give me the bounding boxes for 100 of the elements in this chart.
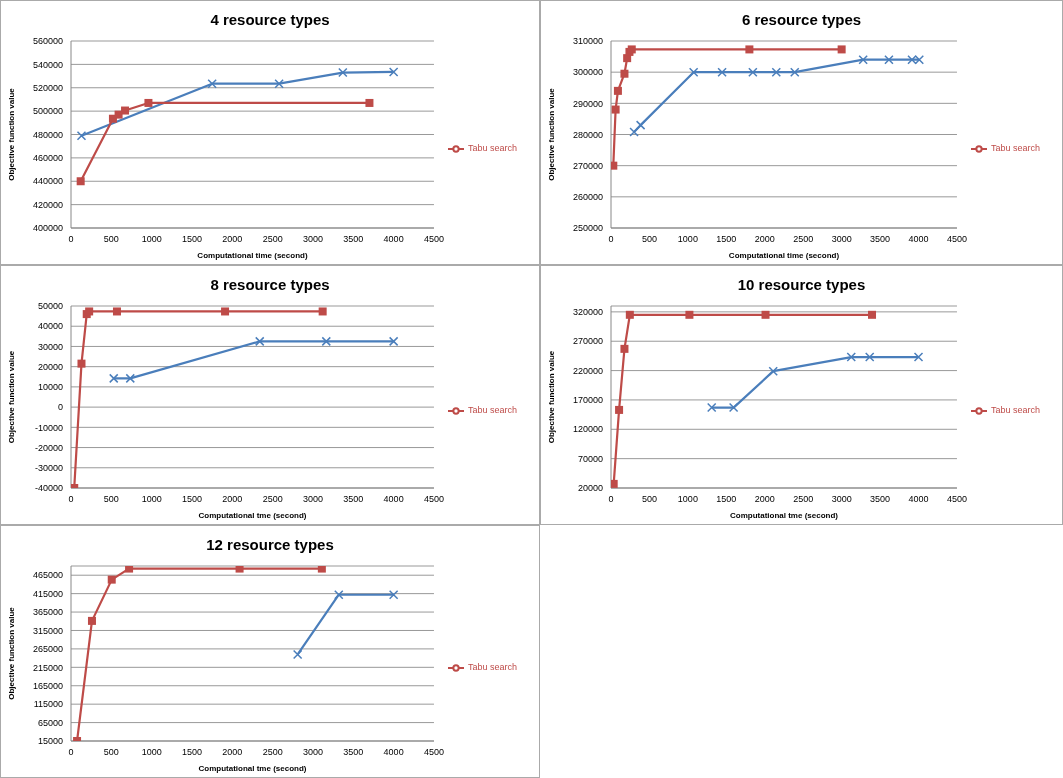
y-tick-label: 30000 — [37, 341, 63, 352]
point — [254, 336, 265, 347]
legend-label: Tabu search — [467, 142, 517, 153]
x-tick-label: 3000 — [302, 234, 323, 245]
point — [76, 130, 87, 141]
point — [77, 359, 86, 368]
y-tick-label: 440000 — [32, 176, 63, 187]
y-tick-label: 20000 — [577, 483, 603, 494]
point — [728, 402, 739, 413]
x-tick-label: 2500 — [793, 494, 814, 505]
y-axis-title: Objective function value — [546, 87, 556, 181]
y-tick-label: 280000 — [572, 129, 603, 140]
point — [87, 616, 96, 625]
chart-title: 8 resource types — [209, 275, 331, 295]
point — [388, 589, 399, 600]
point — [688, 67, 699, 77]
x-axis-title: Computational tme (second) — [198, 511, 307, 520]
x-tick-label: 3000 — [302, 747, 323, 758]
y-tick-label: 50000 — [37, 301, 63, 312]
x-tick-label: 4500 — [423, 494, 444, 505]
chart-title: 10 resource types — [736, 275, 867, 295]
y-axis-title: Objective function value — [6, 606, 16, 700]
x-tick-label: 1000 — [141, 234, 162, 245]
point — [109, 373, 119, 384]
x-tick-label: 2500 — [262, 494, 283, 505]
point — [221, 307, 230, 316]
x-tick-label: 1000 — [677, 494, 698, 505]
point — [685, 310, 694, 319]
point — [338, 67, 348, 78]
point — [321, 336, 332, 347]
point — [771, 67, 782, 77]
y-tick-label: 165000 — [32, 680, 63, 691]
x-tick-label: 3500 — [343, 494, 364, 505]
y-tick-label: -10000 — [34, 422, 63, 433]
x-tick-label: 0 — [68, 494, 74, 505]
y-tick-label: 15000 — [37, 736, 63, 747]
x-tick-label: 3500 — [343, 747, 364, 758]
x-tick-label: 4000 — [908, 234, 929, 245]
x-tick-label: 0 — [608, 494, 614, 505]
x-tick-label: 4500 — [423, 747, 444, 758]
point — [768, 366, 778, 376]
x-tick-label: 3000 — [302, 494, 323, 505]
x-axis-title: Computational time (second) — [197, 251, 308, 260]
y-tick-label: 415000 — [32, 588, 63, 599]
point — [620, 344, 629, 353]
y-tick-label: 120000 — [572, 424, 603, 435]
x-tick-label: 1000 — [141, 747, 162, 758]
x-tick-label: 4500 — [423, 234, 444, 245]
point — [112, 307, 121, 316]
legend-label: Tabu search — [990, 405, 1040, 416]
point — [913, 352, 924, 362]
x-tick-label: 2000 — [754, 234, 775, 245]
point — [884, 54, 894, 65]
point — [235, 566, 244, 573]
x-tick-label: 3000 — [831, 494, 852, 505]
x-tick-label: 3500 — [343, 234, 364, 245]
y-tick-label: 465000 — [32, 570, 63, 581]
point — [292, 649, 303, 660]
y-tick-label: -20000 — [34, 442, 63, 453]
x-tick-label: 4000 — [383, 234, 404, 245]
x-tick-label: 1000 — [141, 494, 162, 505]
legend-label: Tabu search — [467, 405, 517, 416]
y-tick-label: 400000 — [32, 223, 63, 234]
point — [790, 67, 800, 77]
point — [611, 105, 620, 114]
y-tick-label: 265000 — [32, 644, 63, 655]
x-tick-label: 0 — [68, 234, 74, 245]
y-tick-label: -30000 — [34, 462, 63, 473]
x-tick-label: 2000 — [754, 494, 775, 505]
x-tick-label: 1500 — [181, 494, 203, 505]
x-tick-label: 2500 — [793, 234, 814, 245]
y-tick-label: 10000 — [37, 382, 63, 393]
y-tick-label: -40000 — [34, 483, 63, 494]
y-tick-label: 560000 — [32, 36, 63, 47]
point — [837, 45, 846, 54]
y-tick-label: 500000 — [32, 106, 63, 117]
y-tick-label: 220000 — [572, 365, 603, 376]
x-tick-label: 4000 — [908, 494, 929, 505]
chart-title: 4 resource types — [209, 10, 331, 30]
x-tick-label: 4000 — [383, 494, 404, 505]
point — [629, 127, 639, 137]
point — [125, 566, 134, 573]
point — [274, 78, 284, 89]
y-tick-label: 115000 — [33, 699, 63, 710]
y-tick-label: 270000 — [572, 336, 603, 347]
point — [611, 479, 618, 488]
y-tick-label: 300000 — [572, 67, 603, 78]
y-tick-label: 420000 — [32, 199, 63, 210]
y-tick-label: 270000 — [572, 160, 603, 171]
chart-title: 12 resource types — [205, 535, 335, 555]
y-tick-label: 365000 — [32, 607, 63, 618]
point — [706, 402, 717, 413]
point — [144, 98, 153, 107]
point — [613, 86, 622, 95]
point — [365, 98, 374, 107]
point — [625, 310, 634, 319]
point — [107, 575, 116, 584]
y-tick-label: 320000 — [572, 307, 603, 318]
legend-label: Tabu search — [990, 142, 1040, 153]
point — [748, 67, 758, 77]
